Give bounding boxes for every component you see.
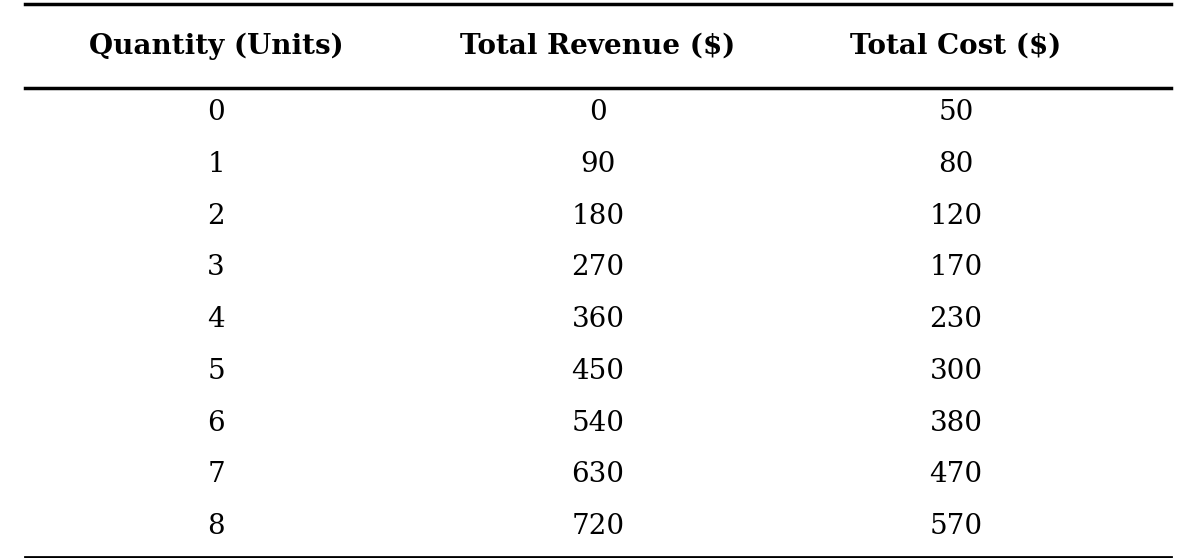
Text: 90: 90: [580, 151, 616, 178]
Text: 80: 80: [939, 151, 974, 178]
Text: 1: 1: [207, 151, 225, 178]
Text: 540: 540: [572, 410, 624, 437]
Text: 8: 8: [207, 513, 225, 540]
Text: 0: 0: [590, 99, 606, 126]
Text: Total Cost ($): Total Cost ($): [850, 32, 1062, 59]
Text: 50: 50: [939, 99, 974, 126]
Text: 230: 230: [929, 306, 982, 333]
Text: 570: 570: [929, 513, 983, 540]
Text: 720: 720: [572, 513, 624, 540]
Text: 300: 300: [929, 358, 983, 385]
Text: 7: 7: [207, 461, 225, 488]
Text: 120: 120: [929, 202, 983, 230]
Text: 630: 630: [572, 461, 624, 488]
Text: 4: 4: [207, 306, 225, 333]
Text: 3: 3: [207, 254, 225, 281]
Text: 2: 2: [207, 202, 225, 230]
Text: 470: 470: [929, 461, 983, 488]
Text: 450: 450: [572, 358, 624, 385]
Text: 6: 6: [207, 410, 225, 437]
Text: 0: 0: [207, 99, 225, 126]
Text: Quantity (Units): Quantity (Units): [89, 32, 343, 60]
Text: 5: 5: [207, 358, 225, 385]
Text: 360: 360: [572, 306, 624, 333]
Text: 170: 170: [929, 254, 983, 281]
Text: 270: 270: [572, 254, 624, 281]
Text: 380: 380: [929, 410, 982, 437]
Text: 180: 180: [572, 202, 624, 230]
Text: Total Revenue ($): Total Revenue ($): [460, 32, 736, 59]
